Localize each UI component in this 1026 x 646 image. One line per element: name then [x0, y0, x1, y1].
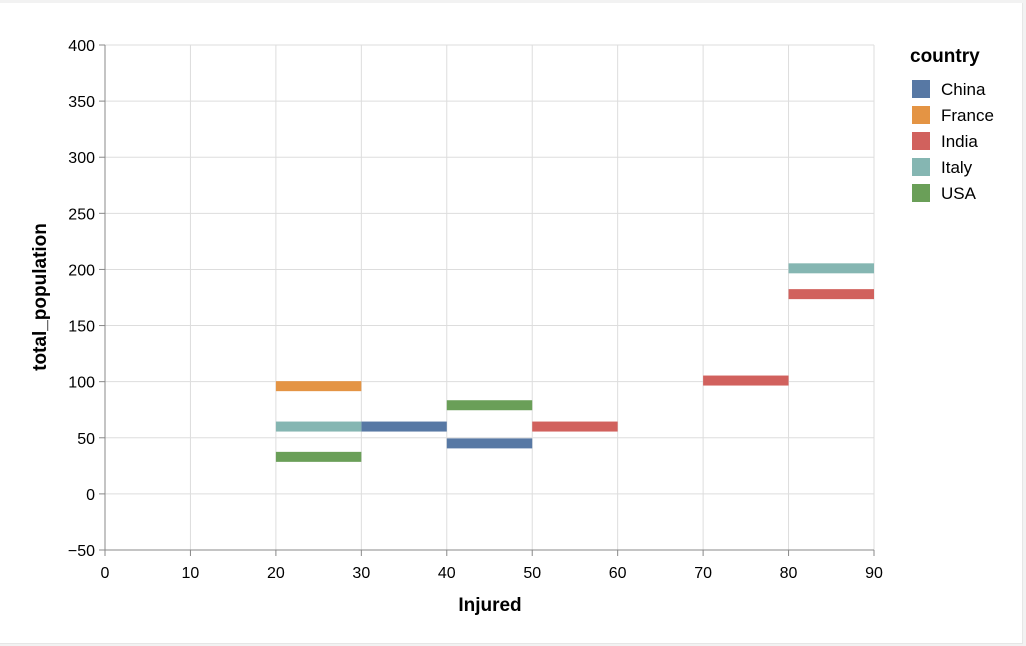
x-tick-label: 90 [865, 565, 883, 582]
x-tick-label: 80 [780, 565, 798, 582]
legend-label-china: China [941, 80, 986, 99]
axes: 0 10 20 30 40 50 60 70 80 90 −50 0 50 100 150 200 250 300… [68, 38, 883, 582]
segment-china [446, 438, 533, 449]
segment-india [788, 289, 874, 300]
y-tick-label: 350 [68, 94, 95, 111]
segment-india [532, 421, 618, 432]
x-tick-label: 10 [182, 565, 200, 582]
x-tick-label: 30 [352, 565, 370, 582]
legend-swatch-france [912, 106, 930, 124]
legend-swatch-italy [912, 158, 930, 176]
grid-lines [104, 44, 875, 551]
legend-label-italy: Italy [941, 158, 973, 177]
chart-container: 0 10 20 30 40 50 60 70 80 90 −50 0 50 100 150 200 250 300… [0, 3, 1023, 644]
data-marks [275, 263, 874, 462]
y-tick-label: 200 [68, 262, 95, 279]
legend-swatch-china [912, 80, 930, 98]
x-tick-label: 70 [694, 565, 712, 582]
x-tick-label: 60 [609, 565, 627, 582]
legend-swatch-india [912, 132, 930, 150]
legend-swatch-usa [912, 184, 930, 202]
legend-label-usa: USA [941, 184, 977, 203]
y-tick-label: 150 [68, 319, 95, 336]
x-tick-label: 0 [101, 565, 110, 582]
y-axis-title: total_population [30, 223, 51, 371]
y-tick-label: 250 [68, 206, 95, 223]
segment-usa [275, 451, 362, 462]
legend-label-india: India [941, 132, 978, 151]
y-tick-label: 400 [68, 38, 95, 55]
y-tick-label: −50 [68, 543, 95, 560]
y-tick-label: 100 [68, 375, 95, 392]
segment-usa [446, 400, 533, 411]
segment-india [703, 375, 789, 386]
x-tick-label: 40 [438, 565, 456, 582]
chart-svg: 0 10 20 30 40 50 60 70 80 90 −50 0 50 100 150 200 250 300… [30, 38, 994, 616]
x-tick-label: 50 [523, 565, 541, 582]
x-tick-label: 20 [267, 565, 285, 582]
legend: country China France India Italy USA [910, 46, 994, 203]
y-tick-label: 0 [86, 487, 95, 504]
segment-italy [788, 263, 874, 274]
legend-label-france: France [941, 106, 994, 125]
segment-china [361, 421, 447, 432]
y-tick-label: 300 [68, 150, 95, 167]
y-tick-label: 50 [77, 431, 95, 448]
legend-title: country [910, 46, 980, 67]
segment-france [275, 381, 362, 392]
x-axis-title: Injured [458, 595, 521, 616]
segment-italy [275, 421, 362, 432]
